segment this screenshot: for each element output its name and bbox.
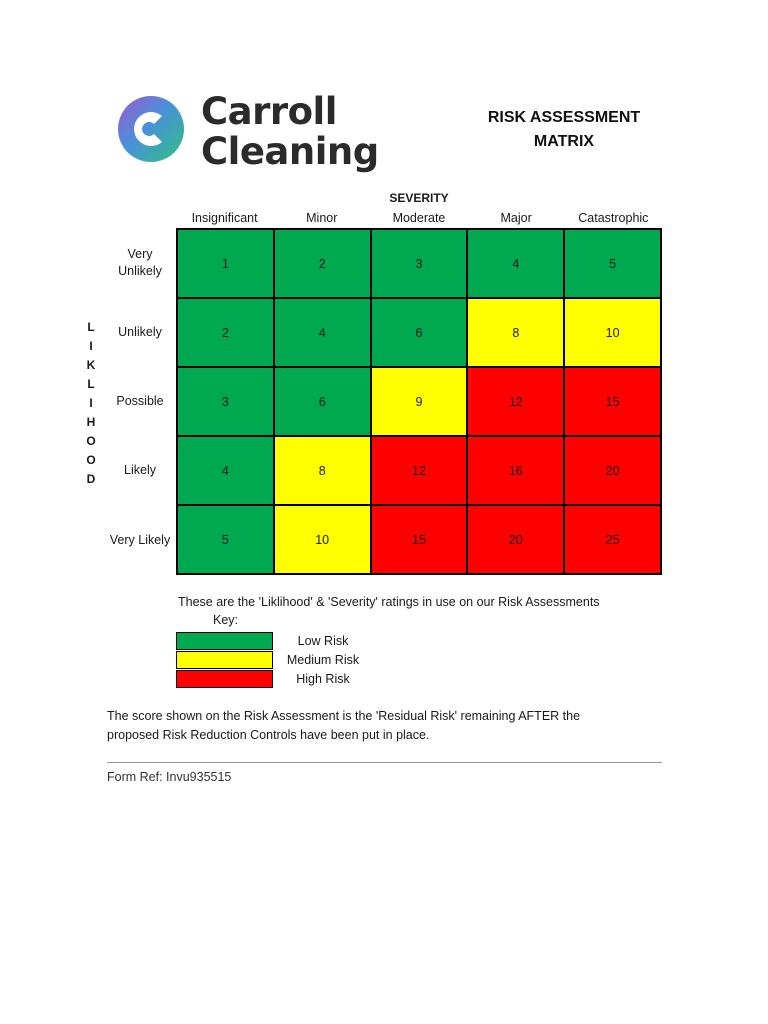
matrix-cell: 5 [177, 505, 274, 574]
matrix-cell: 20 [564, 436, 661, 505]
likelihood-letter: O [86, 434, 96, 448]
logo-wordmark: Carroll Cleaning [201, 92, 379, 172]
severity-heading: SEVERITY [389, 191, 449, 205]
matrix-cell: 4 [467, 229, 565, 298]
matrix-cell: 5 [564, 229, 661, 298]
logo-line-1: Carroll [201, 90, 337, 133]
likelihood-letter: L [87, 377, 95, 391]
key-text: Medium Risk [286, 652, 360, 667]
matrix-cell: 6 [370, 298, 468, 367]
column-header: Catastrophic [578, 211, 649, 225]
matrix-cell: 9 [370, 367, 468, 436]
likelihood-letter: H [86, 415, 96, 429]
key-text: High Risk [296, 671, 350, 686]
row-label: Likely [124, 463, 156, 478]
residual-line-2: proposed Risk Reduction Controls have be… [107, 728, 430, 742]
low-risk-swatch [176, 631, 273, 650]
footer-divider [107, 762, 662, 763]
logo-swirl-icon [118, 96, 184, 162]
likelihood-letter: L [87, 320, 95, 334]
likelihood-letter: D [86, 472, 96, 486]
matrix-cell: 25 [564, 505, 661, 574]
matrix-cell: 10 [273, 505, 371, 574]
row-label: Unlikely [118, 324, 162, 339]
likelihood-letter: I [89, 339, 93, 353]
key-text: Low Risk [297, 633, 349, 648]
column-header: Minor [306, 211, 338, 225]
matrix-cell: 3 [177, 367, 274, 436]
likelihood-letter: K [86, 358, 96, 372]
column-header: Insignificant [191, 211, 258, 225]
matrix-cell: 3 [370, 229, 468, 298]
key-row-medium: Medium Risk [176, 650, 373, 669]
ratings-note: These are the 'Liklihood' & 'Severity' r… [178, 595, 600, 609]
likelihood-row-labels: Very Unlikely Unlikely Possible Likely Ve… [104, 228, 176, 575]
matrix-cell: 10 [564, 298, 661, 367]
matrix-cell: 8 [467, 298, 565, 367]
form-reference: Form Ref: Invu935515 [107, 770, 232, 784]
severity-column-headers: Insignificant Minor Moderate Major Catas… [176, 211, 662, 225]
column-header: Moderate [392, 211, 446, 225]
residual-risk-note: The score shown on the Risk Assessment i… [107, 707, 627, 745]
matrix-cell: 2 [177, 298, 274, 367]
key-row-low: Low Risk [176, 631, 373, 650]
matrix-cell: 15 [564, 367, 661, 436]
matrix-cell: 12 [467, 367, 565, 436]
matrix-cell: 8 [273, 436, 371, 505]
column-header: Major [500, 211, 532, 225]
matrix-cell: 4 [273, 298, 371, 367]
high-risk-swatch [176, 669, 273, 688]
matrix-cell: 6 [273, 367, 371, 436]
likelihood-letter: O [86, 453, 96, 467]
title-line-1: RISK ASSESSMENT [487, 109, 641, 126]
matrix-cell: 2 [273, 229, 371, 298]
key-row-high: High Risk [176, 669, 373, 688]
company-logo: Carroll Cleaning [116, 92, 386, 172]
matrix-cell: 16 [467, 436, 565, 505]
residual-line-1: The score shown on the Risk Assessment i… [107, 709, 581, 723]
matrix-cell: 20 [467, 505, 565, 574]
likelihood-letter: I [89, 396, 93, 410]
matrix-cell: 4 [177, 436, 274, 505]
row-label: Possible [116, 393, 164, 408]
row-label: Very Likely [109, 532, 171, 547]
medium-risk-swatch [176, 650, 273, 669]
key-label: Key: [213, 613, 239, 627]
document-title: RISK ASSESSMENT MATRIX [470, 106, 658, 154]
risk-matrix: 1 2 3 4 5 2 4 6 8 10 3 6 9 12 15 4 8 12 16 20 5 10 15 20 25 [176, 228, 662, 575]
row-label: Very Unlikely [118, 246, 162, 278]
matrix-cell: 1 [177, 229, 274, 298]
matrix-cell: 15 [370, 505, 468, 574]
matrix-cell: 12 [370, 436, 468, 505]
title-line-2: MATRIX [533, 133, 595, 150]
logo-line-2: Cleaning [201, 130, 379, 173]
risk-key: Low Risk Medium Risk High Risk [176, 631, 373, 688]
